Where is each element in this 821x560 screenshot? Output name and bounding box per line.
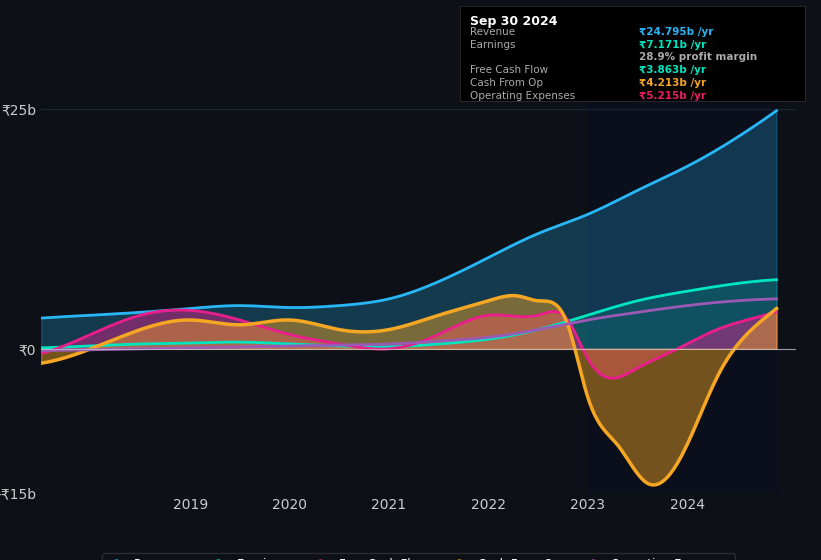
Text: Free Cash Flow: Free Cash Flow [470,64,548,74]
Text: Operating Expenses: Operating Expenses [470,91,576,101]
Text: ₹4.213b /yr: ₹4.213b /yr [639,78,706,88]
Text: Earnings: Earnings [470,40,516,50]
Text: 28.9% profit margin: 28.9% profit margin [639,52,757,62]
Text: ₹7.171b /yr: ₹7.171b /yr [639,40,706,50]
Text: ₹5.215b /yr: ₹5.215b /yr [639,91,706,101]
Text: Sep 30 2024: Sep 30 2024 [470,15,557,28]
Legend: Revenue, Earnings, Free Cash Flow, Cash From Op, Operating Expenses: Revenue, Earnings, Free Cash Flow, Cash … [103,553,735,560]
Text: ₹3.863b /yr: ₹3.863b /yr [639,64,706,74]
Text: Revenue: Revenue [470,26,516,36]
Text: ₹24.795b /yr: ₹24.795b /yr [639,26,713,36]
Bar [588,90,777,493]
Text: Cash From Op: Cash From Op [470,78,544,88]
